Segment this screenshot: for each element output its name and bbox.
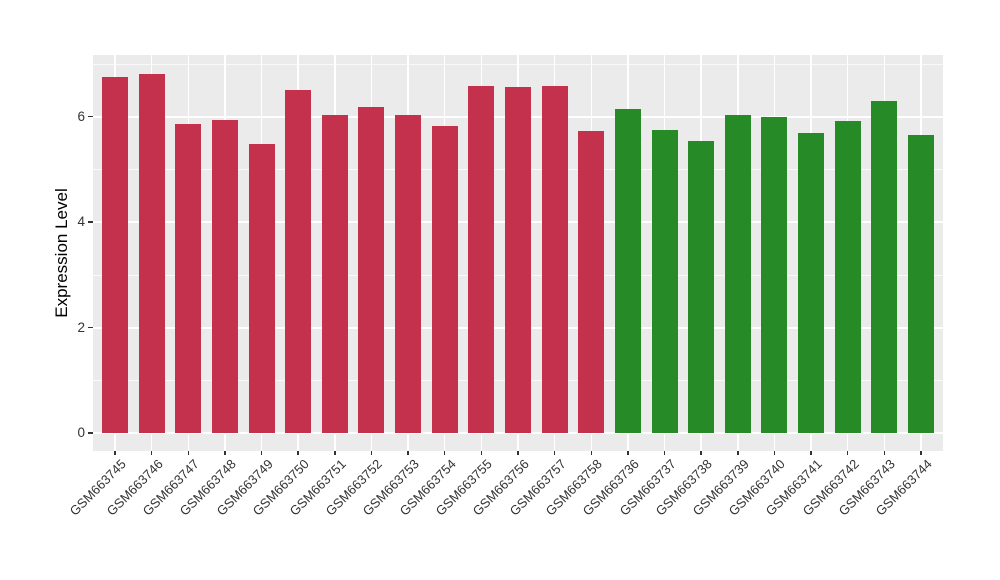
- bar-GSM663746: [138, 73, 165, 433]
- x-tick-mark: [846, 451, 849, 455]
- x-tick-mark: [150, 451, 153, 455]
- bar-GSM663752: [358, 107, 385, 433]
- x-tick-mark: [737, 451, 739, 455]
- x-tick-mark: [187, 451, 189, 455]
- x-tick-mark: [334, 451, 336, 455]
- y-tick-label: 6: [77, 108, 85, 124]
- bar-GSM663737: [651, 130, 678, 433]
- bar-GSM663758: [578, 130, 605, 433]
- x-tick-mark: [883, 451, 886, 455]
- bar-GSM663744: [908, 135, 935, 433]
- x-tick-mark: [517, 451, 519, 455]
- bar-GSM663754: [431, 125, 458, 433]
- bar-GSM663750: [285, 89, 312, 433]
- bar-GSM663755: [468, 85, 495, 433]
- y-tick-mark: [88, 221, 93, 223]
- bar-GSM663738: [688, 140, 715, 433]
- bar-GSM663751: [321, 114, 348, 433]
- bar-GSM663748: [211, 120, 238, 433]
- bar-GSM663747: [175, 123, 202, 433]
- x-tick-mark: [920, 451, 922, 455]
- bar-GSM663757: [541, 85, 568, 433]
- bar-GSM663743: [871, 100, 898, 433]
- y-tick-mark: [88, 432, 93, 434]
- y-tick-label: 2: [77, 319, 85, 335]
- x-tick-mark: [773, 451, 776, 455]
- plot-panel: [93, 55, 943, 451]
- x-tick-mark: [370, 451, 373, 455]
- x-tick-mark: [810, 451, 812, 455]
- bar-GSM663753: [395, 115, 422, 433]
- x-tick-mark: [627, 451, 629, 455]
- x-tick-mark: [114, 451, 116, 455]
- y-tick-mark: [88, 326, 93, 329]
- x-tick-mark: [590, 451, 593, 455]
- bar-GSM663745: [101, 76, 128, 433]
- bar-GSM663739: [724, 115, 751, 433]
- x-tick-mark: [480, 451, 483, 455]
- x-tick-mark: [553, 451, 556, 455]
- bar-GSM663749: [248, 144, 275, 433]
- x-tick-mark: [224, 451, 226, 455]
- bar-GSM663741: [798, 132, 825, 433]
- x-tick-mark: [663, 451, 666, 455]
- y-tick-label: 4: [77, 214, 85, 230]
- y-tick-label: 0: [77, 425, 85, 440]
- bar-GSM663742: [834, 121, 861, 433]
- x-tick-mark: [260, 451, 263, 455]
- y-tick-mark: [88, 115, 93, 118]
- x-tick-mark: [407, 451, 409, 455]
- bar-GSM663740: [761, 116, 788, 433]
- bar-GSM663756: [505, 86, 531, 433]
- x-tick-mark: [700, 451, 702, 455]
- x-tick-mark: [297, 451, 299, 455]
- y-axis-title: Expression Level: [52, 188, 71, 318]
- x-tick-mark: [443, 451, 446, 455]
- bar-GSM663736: [614, 108, 641, 433]
